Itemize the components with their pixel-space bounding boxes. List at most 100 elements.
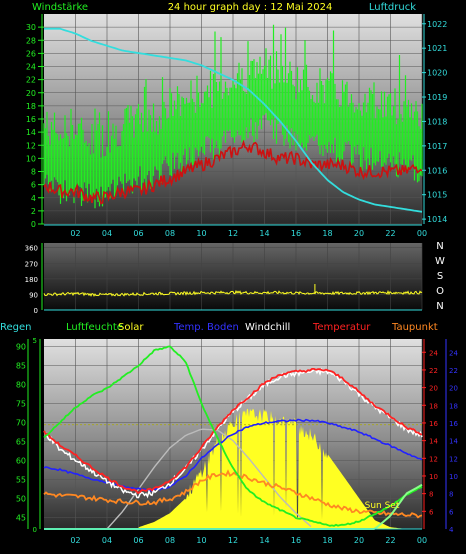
- direction-tick-label: 270: [25, 260, 38, 268]
- wind-tick-label: 6: [31, 181, 36, 190]
- wind-tick-label: 18: [26, 102, 36, 111]
- compass-label: S: [437, 271, 443, 282]
- x-tick-label: 22: [385, 536, 395, 545]
- wind-tick-label: 12: [26, 141, 36, 150]
- temperature-tick-label: 8: [429, 491, 433, 499]
- wind-tick-label: 26: [26, 49, 36, 58]
- wind-speed-series: [43, 139, 423, 205]
- wind-tick-label: 14: [26, 128, 36, 137]
- sunset-annotation: Sun Set: [365, 501, 400, 511]
- humidity-tick-label: 45: [16, 514, 26, 523]
- humidity-tick-label: 50: [16, 495, 26, 504]
- x-tick-label: 20: [354, 229, 364, 238]
- x-tick-label: 04: [102, 229, 112, 238]
- soil-temp-tick-label: 10: [449, 473, 458, 481]
- graph-title: 24 hour graph day : 12 Mai 2024: [168, 2, 333, 13]
- x-tick-label: 14: [259, 536, 269, 545]
- direction-tick-label: 0: [34, 307, 38, 315]
- temperature-tick-label: 20: [429, 385, 438, 393]
- compass-label: O: [436, 286, 444, 297]
- x-tick-label: 12: [228, 536, 238, 545]
- legend-temperature: Temperatur: [312, 322, 371, 333]
- wind-tick-label: 16: [26, 115, 36, 124]
- humidity-tick-label: 85: [16, 362, 26, 371]
- gust-series: [43, 24, 423, 209]
- legend-windchill: Windchill: [245, 322, 290, 333]
- x-tick-label: 18: [322, 229, 332, 238]
- x-tick-label: 16: [291, 229, 301, 238]
- temperature-tick-label: 10: [429, 473, 438, 481]
- pressure-tick-label: 1021: [427, 44, 447, 53]
- rain-tick-label: 5: [33, 337, 37, 345]
- soil-temp-tick-label: 24: [449, 349, 458, 357]
- windchill-series: [43, 367, 423, 499]
- soil-temp-tick-label: 16: [449, 420, 458, 428]
- x-tick-label: 20: [354, 536, 364, 545]
- wind-tick-label: 4: [31, 194, 36, 203]
- x-tick-label: 02: [70, 229, 80, 238]
- pressure-axis-title: Luftdruck: [369, 2, 416, 13]
- x-tick-label: 06: [133, 536, 143, 545]
- x-tick-label: 08: [165, 536, 175, 545]
- soil-temp-tick-label: 22: [449, 367, 458, 375]
- pressure-tick-label: 1018: [427, 117, 447, 126]
- temperature-tick-label: 18: [429, 402, 438, 410]
- compass-label: N: [436, 241, 443, 252]
- x-tick-label: 06: [133, 229, 143, 238]
- legend-humidity: Luftfeuchte: [66, 322, 123, 333]
- x-tick-label: 18: [322, 536, 332, 545]
- legend-solar: Solar: [118, 322, 144, 333]
- soil-temp-tick-label: 18: [449, 402, 458, 410]
- x-tick-label: 16: [291, 536, 301, 545]
- humidity-series: [43, 345, 423, 527]
- x-tick-label: 02: [70, 536, 80, 545]
- soil-temp-tick-label: 12: [449, 455, 458, 463]
- soil-temp-tick-label: 14: [449, 438, 458, 446]
- temperature-series: [43, 368, 423, 495]
- soil-temp-tick-label: 20: [449, 385, 458, 393]
- dewpoint-series: [43, 469, 423, 519]
- wind-tick-label: 24: [26, 63, 36, 72]
- humidity-tick-label: 60: [16, 457, 26, 466]
- wind-tick-label: 10: [26, 154, 36, 163]
- temperature-tick-label: 24: [429, 349, 438, 357]
- x-tick-label: 00: [417, 536, 427, 545]
- humidity-tick-label: 55: [16, 476, 26, 485]
- soil-temp-tick-label: 8: [449, 491, 453, 499]
- humidity-tick-label: 80: [16, 381, 26, 390]
- legend-dewpoint: Taupunkt: [391, 322, 438, 333]
- wind-tick-label: 0: [31, 220, 36, 229]
- wind-direction-series: [43, 289, 423, 297]
- pressure-series: [44, 27, 423, 213]
- x-tick-label: 00: [417, 229, 427, 238]
- direction-tick-label: 360: [25, 245, 38, 253]
- wind-tick-label: 8: [31, 168, 36, 177]
- x-tick-label: 12: [228, 229, 238, 238]
- legend-soil-temp: Temp. Boden: [173, 322, 239, 333]
- compass-label: N: [436, 301, 443, 312]
- pressure-tick-label: 1015: [427, 191, 447, 200]
- humidity-tick-label: 75: [16, 400, 26, 409]
- x-tick-label: 14: [259, 229, 269, 238]
- x-tick-label: 08: [165, 229, 175, 238]
- temperature-tick-label: 14: [429, 438, 438, 446]
- x-tick-label: 10: [196, 229, 206, 238]
- direction-tick-label: 90: [29, 291, 38, 299]
- pressure-tick-label: 1014: [427, 215, 447, 224]
- pressure-tick-label: 1016: [427, 166, 447, 175]
- pressure-tick-label: 1019: [427, 93, 447, 102]
- solar-max-series: [106, 428, 312, 530]
- wind-tick-label: 2: [31, 207, 36, 216]
- x-tick-label: 22: [385, 229, 395, 238]
- soil-temp-tick-label: 4: [449, 526, 454, 534]
- compass-label: W: [435, 256, 445, 267]
- legend-rain: Regen: [0, 322, 32, 333]
- x-tick-label: 04: [102, 536, 112, 545]
- wind-tick-label: 22: [26, 76, 36, 85]
- temperature-tick-label: 16: [429, 420, 438, 428]
- wind-tick-label: 20: [26, 89, 36, 98]
- humidity-tick-label: 90: [16, 343, 26, 352]
- soil-temp-tick-label: 6: [449, 508, 454, 516]
